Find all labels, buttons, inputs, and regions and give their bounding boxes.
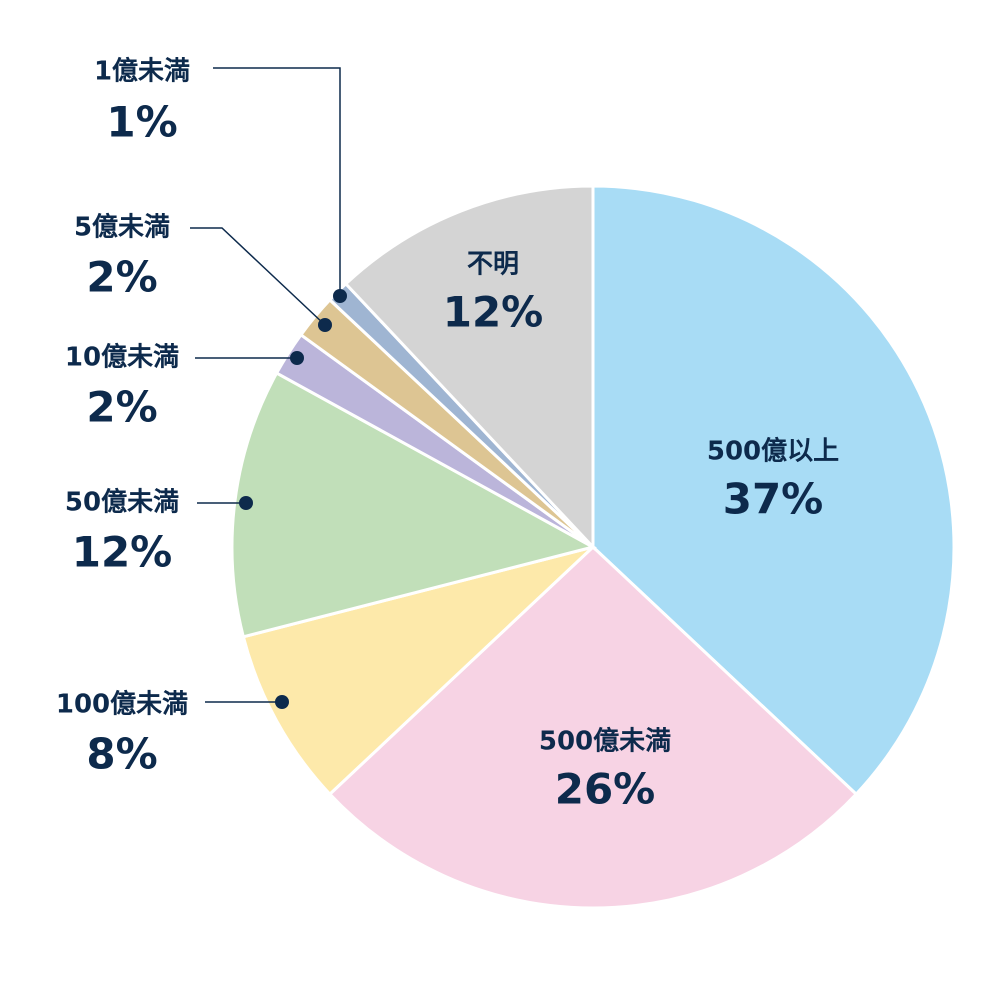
slice-value: 37% xyxy=(723,475,824,524)
leader-dot xyxy=(239,496,253,510)
slice-name: 100億未満 xyxy=(56,690,188,720)
slice-name: 不明 xyxy=(467,250,519,280)
leader-dot xyxy=(333,289,347,303)
pie-slice xyxy=(343,184,595,551)
slice-value: 12% xyxy=(72,528,173,577)
pie-slice xyxy=(241,545,595,797)
slice-value: 2% xyxy=(86,253,157,302)
slice-name: 500億未満 xyxy=(539,727,671,757)
pie-slice xyxy=(591,184,956,797)
slice-value: 2% xyxy=(86,383,157,432)
pie-slice xyxy=(327,544,859,910)
pie-slice xyxy=(230,371,598,639)
slice-name: 500億以上 xyxy=(707,437,839,467)
leader-dot xyxy=(290,351,304,365)
slice-value: 26% xyxy=(555,765,656,814)
slice-value: 1% xyxy=(106,98,177,147)
leader-dot xyxy=(275,695,289,709)
slice-value: 12% xyxy=(443,288,544,337)
slice-name: 1億未満 xyxy=(94,57,190,87)
slice-name: 50億未満 xyxy=(65,488,179,518)
slice-name: 5億未満 xyxy=(74,213,170,243)
leader-line xyxy=(213,67,341,296)
slice-name: 10億未満 xyxy=(65,343,179,373)
leader-line xyxy=(190,227,326,326)
leader-dot xyxy=(318,318,332,332)
slice-value: 8% xyxy=(86,730,157,779)
